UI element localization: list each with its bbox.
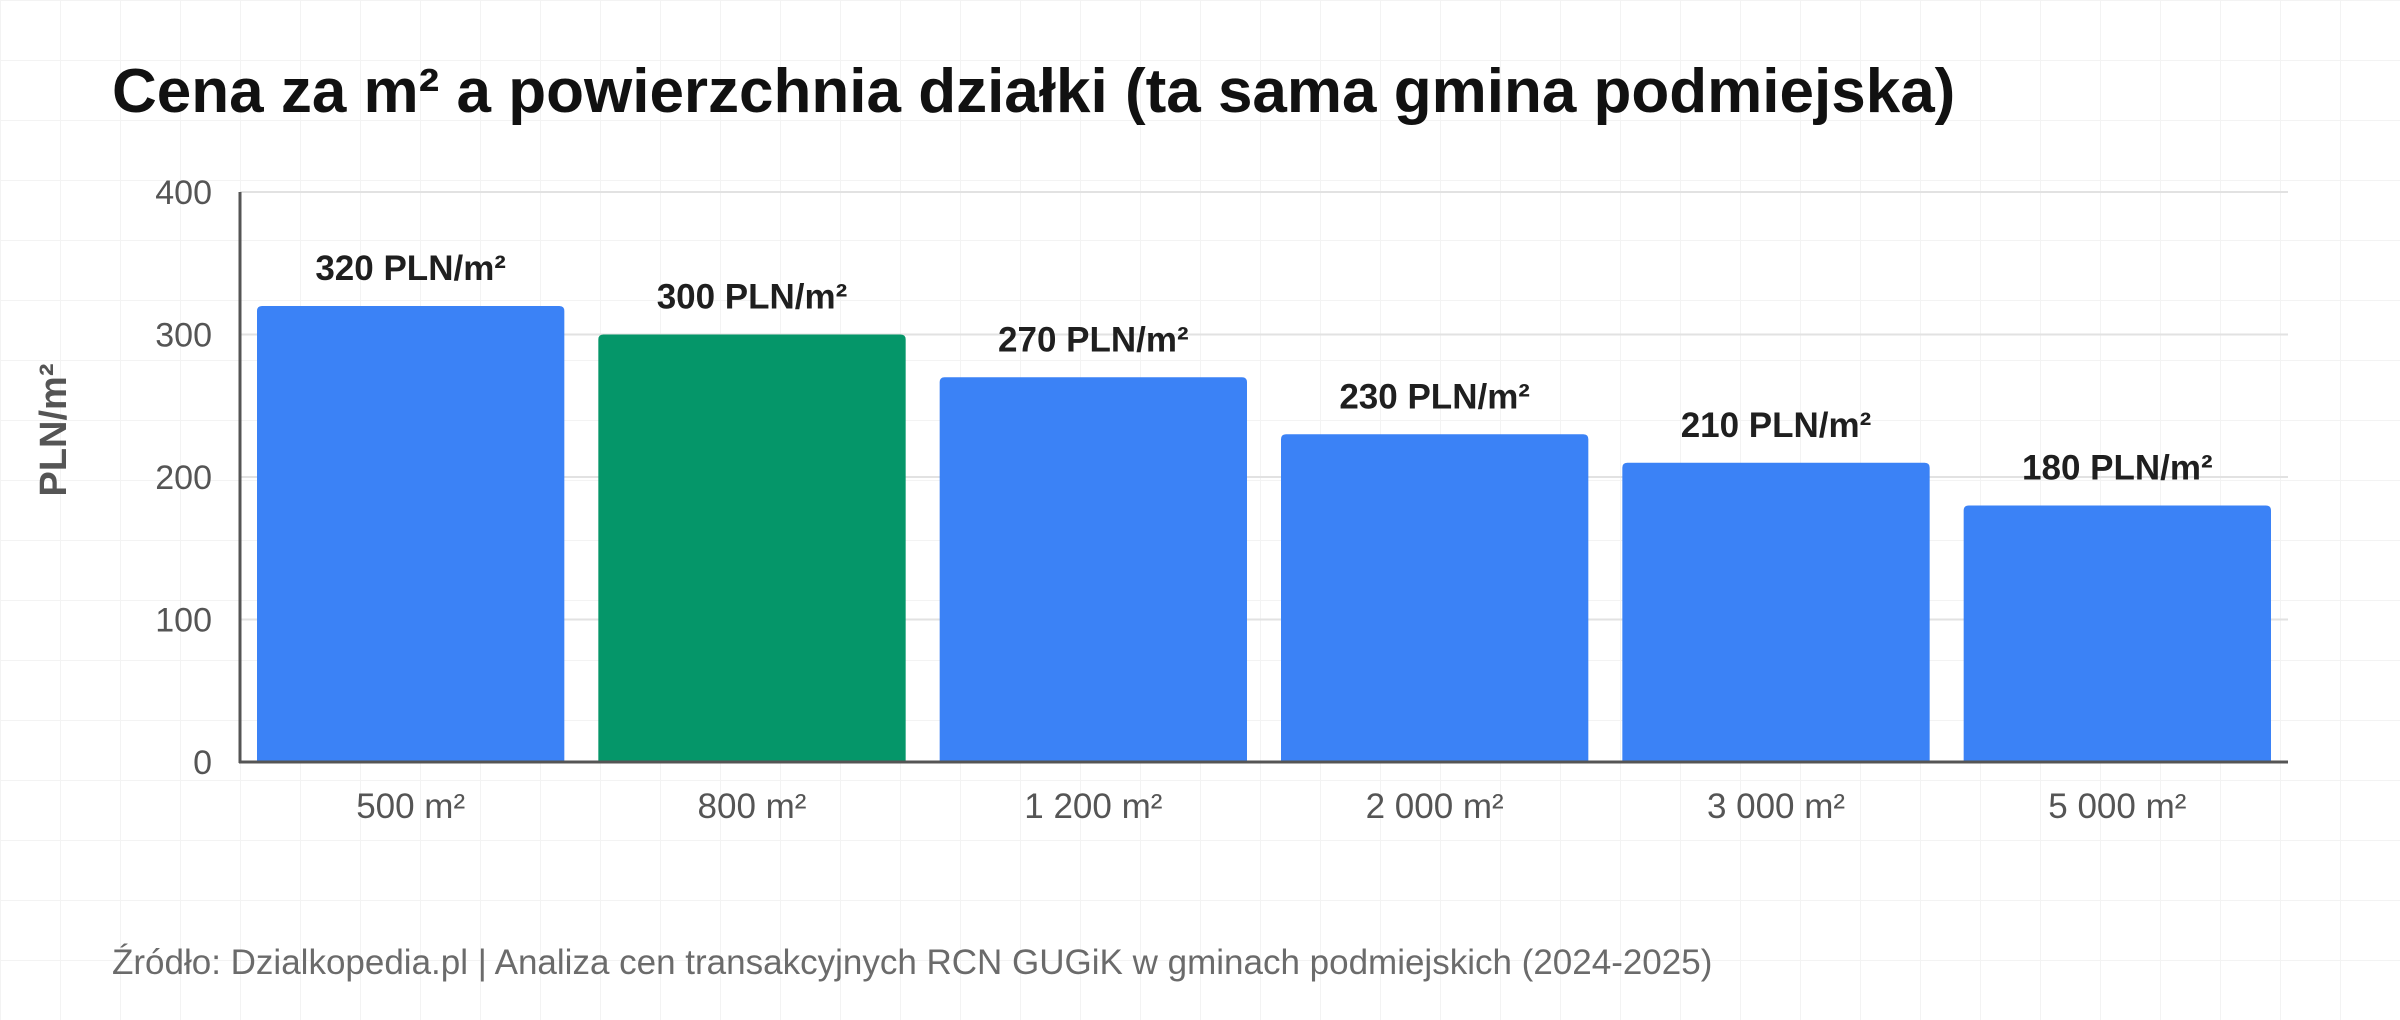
- labels: 0 100 200 300 400 320 PLN/m² 500 m² 300 PLN/m² 8…: [155, 174, 2212, 826]
- x-tick-label: 500 m²: [356, 787, 465, 826]
- bar-value-label: 270 PLN/m²: [998, 320, 1189, 359]
- bar-value-label: 320 PLN/m²: [315, 249, 506, 288]
- y-tick-label: 100: [155, 602, 212, 640]
- y-tick-label: 400: [155, 174, 212, 212]
- x-tick-label: 5 000 m²: [2048, 787, 2186, 826]
- x-tick-label: 800 m²: [698, 787, 807, 826]
- bar: [257, 306, 565, 762]
- bar: [1622, 462, 1930, 762]
- bar: [939, 377, 1247, 762]
- bar: [1963, 505, 2271, 762]
- gridlines: [240, 191, 2288, 621]
- bar: [1281, 434, 1589, 762]
- y-tick-label: 0: [193, 744, 212, 782]
- bar: [598, 334, 906, 762]
- x-tick-label: 2 000 m²: [1366, 787, 1504, 826]
- x-tick-label: 3 000 m²: [1707, 787, 1845, 826]
- chart-title: Cena za m² a powierzchnia działki (ta sa…: [112, 57, 1956, 126]
- bar-value-label: 300 PLN/m²: [657, 278, 848, 317]
- bar-value-label: 180 PLN/m²: [2022, 449, 2213, 488]
- bars: [257, 306, 2271, 762]
- axes: [238, 192, 2288, 764]
- x-tick-label: 1 200 m²: [1024, 787, 1162, 826]
- y-tick-label: 200: [155, 459, 212, 497]
- source-note: Źródło: Dzialkopedia.pl | Analiza cen tr…: [112, 943, 1713, 982]
- y-tick-label: 300: [155, 317, 212, 355]
- bar-value-label: 210 PLN/m²: [1681, 406, 1872, 445]
- y-axis-title: PLN/m²: [33, 364, 75, 497]
- bar-value-label: 230 PLN/m²: [1339, 377, 1530, 416]
